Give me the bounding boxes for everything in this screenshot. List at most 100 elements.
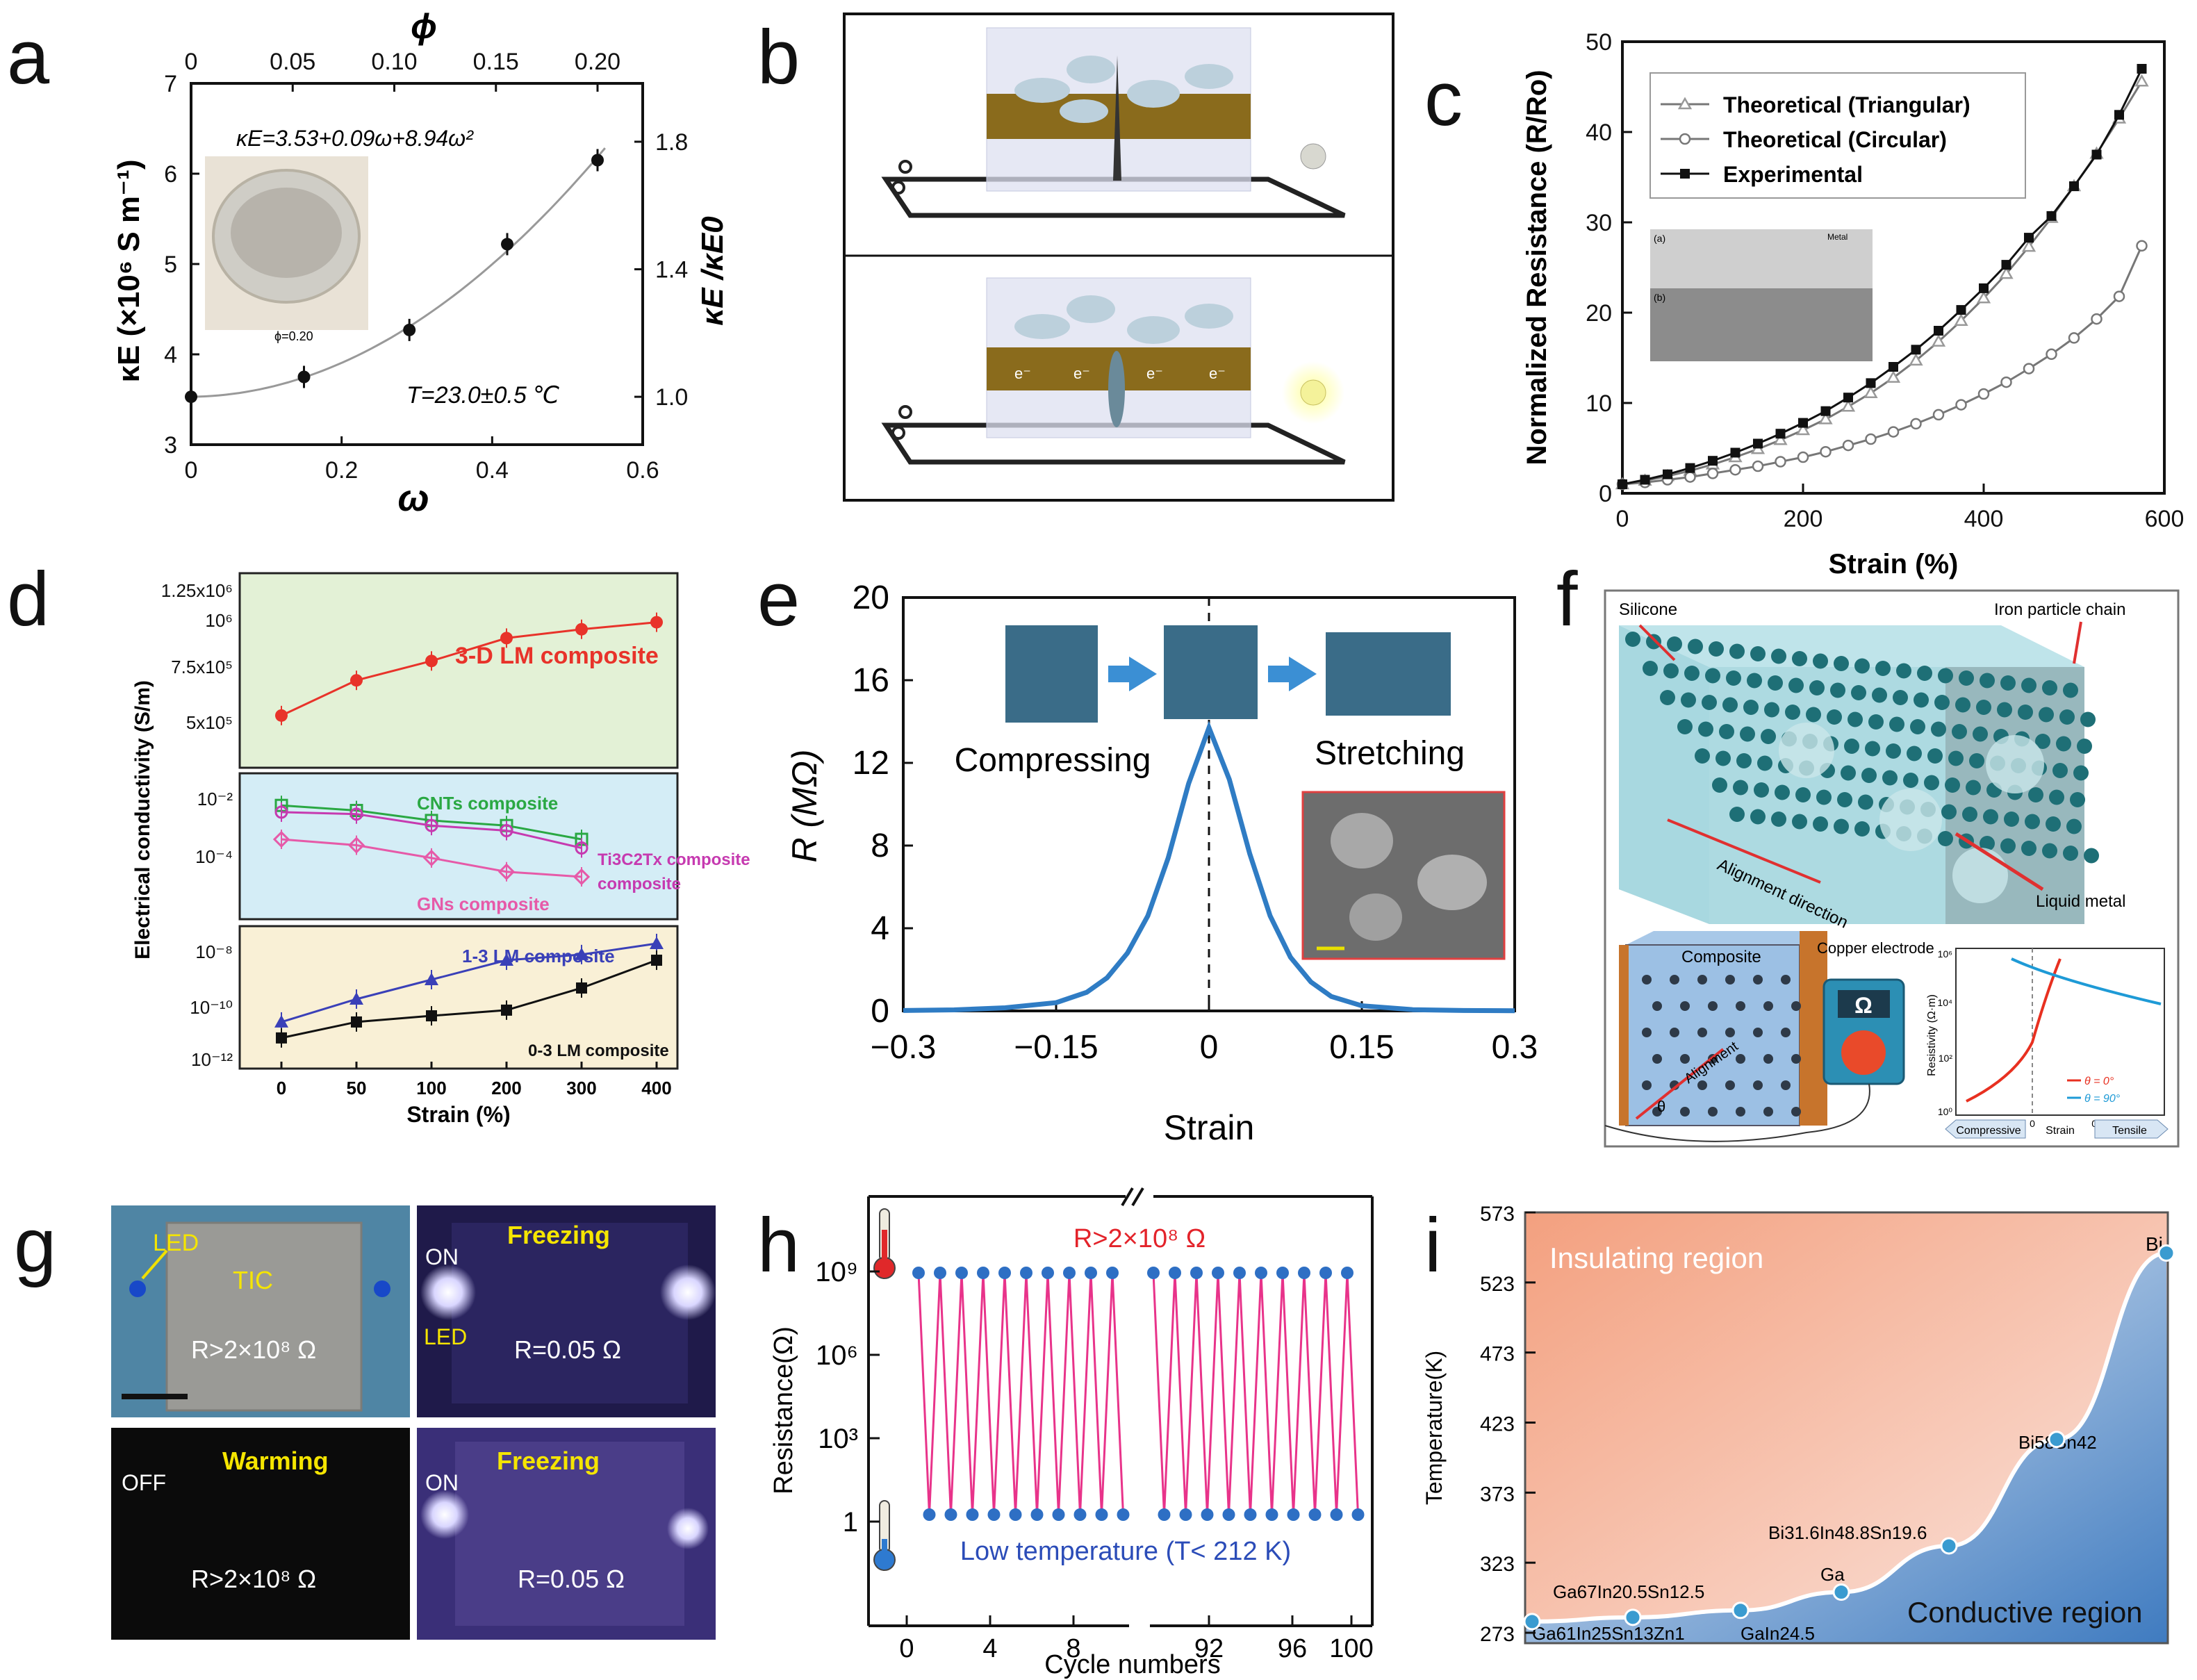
panel-f-iron-particle xyxy=(1830,682,1845,698)
panel-f-theta: θ xyxy=(1657,1098,1665,1115)
panel-d-series-3-d-lm-composite-point xyxy=(650,616,663,629)
panel-c-legend-label: Theoretical (Circular) xyxy=(1723,127,1947,152)
panel-f-cube-particle xyxy=(1670,1028,1679,1037)
panel-h-x-label: Cycle numbers xyxy=(1044,1650,1220,1679)
panel-d-x-tick-label: 400 xyxy=(641,1078,671,1098)
panel-f-iron-particle xyxy=(1910,719,1925,734)
panel-d-series-0-3-lm-composite-point xyxy=(276,1032,287,1044)
panel-i-point-label: Ga xyxy=(1820,1564,1845,1585)
panel-f-iron-particle xyxy=(1813,653,1828,669)
panel-h-cycles-left-point xyxy=(966,1508,979,1521)
panel-c-series-square-point xyxy=(1730,447,1741,458)
panel-f-iron-particle xyxy=(1643,661,1658,676)
panel-f-cube-top xyxy=(1626,931,1827,945)
panel-f-iron-particle xyxy=(2004,812,2019,827)
panel-f-inset-y-label: Resistivity (Ω·m) xyxy=(1926,994,1938,1076)
panel-d-x-tick-label: 300 xyxy=(566,1078,596,1098)
panel-c-series-circle-point xyxy=(1775,456,1786,468)
panel-b-electron: e⁻ xyxy=(1146,365,1163,382)
panel-g-led-on-icon xyxy=(420,1490,469,1539)
panel-label-d: d xyxy=(7,557,49,642)
panel-c-inset-label-a: (a) xyxy=(1654,233,1665,244)
panel-f-inset-y-tick: 10² xyxy=(1939,1053,1953,1064)
panel-c-series-triangle-point xyxy=(2021,239,2036,252)
panel-a-data-point xyxy=(297,370,311,384)
panel-b-terminal-minus xyxy=(898,405,912,419)
panel-f-cube-particle xyxy=(1763,1001,1773,1011)
panel-c-y-label: Normalized Resistance (R/Ro) xyxy=(1522,69,1552,465)
panel-f-iron-particle xyxy=(1955,697,1970,713)
panel-b-particle xyxy=(1067,295,1115,323)
panel-a-right-tick-label: 1.8 xyxy=(655,129,688,156)
panel-f-arrow-iron-chain xyxy=(2073,621,2082,664)
panel-f-iron-particle xyxy=(1875,661,1891,676)
panel-h-cycles-left-point xyxy=(1042,1267,1054,1279)
panel-d-middle-tick-label: 10⁻² xyxy=(197,789,233,809)
panel-f-arrow-silicone xyxy=(1638,624,1676,661)
panel-g-label-led: LED xyxy=(153,1230,199,1256)
panel-e-x-tick-label: −0.15 xyxy=(1014,1029,1098,1066)
panel-d-x-tick-label: 50 xyxy=(347,1078,367,1098)
panel-b-electron: e⁻ xyxy=(1014,365,1031,382)
panel-c-x-tick-label: 400 xyxy=(1964,506,2004,532)
panel-h-cycles-left-point xyxy=(1073,1508,1087,1521)
panel-f-iron-particle xyxy=(1747,673,1762,689)
panel-f-iron-particle xyxy=(1795,787,1811,802)
panel-c-series-square-point xyxy=(2137,64,2147,74)
panel-d-lower-tick-label: 10⁻¹² xyxy=(191,1049,233,1070)
panel-c-series-square-point xyxy=(1956,305,1966,315)
panel-f-cube-particle xyxy=(1763,1107,1773,1117)
panel-b-crack xyxy=(1113,56,1121,181)
panel-f-iron-particle xyxy=(2039,707,2054,723)
panel-c-series-square-point xyxy=(1843,393,1853,403)
panel-h-cycles-left-point xyxy=(912,1267,925,1279)
panel-f-cube-particle xyxy=(1781,975,1791,985)
panel-b-top-schematic xyxy=(881,27,1346,218)
panel-f-iron-particle xyxy=(1726,670,1741,686)
panel-label-b: b xyxy=(757,15,800,100)
panel-f-iron-particle xyxy=(1660,690,1675,705)
panel-f-cube-particle xyxy=(1708,1107,1718,1117)
panel-d-middle-band xyxy=(240,773,677,919)
panel-h-cycles-right-point xyxy=(1233,1267,1246,1279)
panel-d-lower-tick-label: 10⁻¹⁰ xyxy=(190,997,233,1018)
panel-g-led-on-icon xyxy=(667,1508,709,1549)
panel-d-upper-band xyxy=(240,573,677,768)
panel-c-series-square-point xyxy=(2091,149,2102,160)
panel-a-inset-label: ϕ=0.20 xyxy=(274,329,313,343)
panel-f-iron-particle xyxy=(1983,809,1998,825)
panel-h-cycles-left-point xyxy=(1052,1508,1065,1521)
panel-f-cube-particle xyxy=(1680,1054,1690,1064)
panel-g-label-on-2: ON xyxy=(425,1470,459,1495)
panel-f-iron-particle xyxy=(1948,750,1964,766)
panel-g-sample-4 xyxy=(455,1442,684,1626)
panel-f-iron-particle xyxy=(2046,816,2061,832)
panel-g-label-on: ON xyxy=(425,1244,459,1269)
panel-d-lower-tick-label: 10⁻⁸ xyxy=(195,941,233,962)
panel-f-iron-particle xyxy=(1764,702,1779,718)
panel-f-iron-particle xyxy=(1868,714,1884,730)
panel-c-series-square-point xyxy=(1820,406,1831,416)
panel-g-led-on-icon xyxy=(420,1265,476,1320)
panel-d-y-label: Electrical conductivity (S/m) xyxy=(131,680,154,960)
panel-c-y-tick-label: 30 xyxy=(1586,210,1612,236)
panel-e-arrow-right-icon xyxy=(1268,657,1317,691)
panel-i-y-tick-label: 423 xyxy=(1480,1413,1515,1436)
panel-f-cube-particle xyxy=(1736,1107,1745,1117)
panel-a-y-tick-label: 7 xyxy=(164,71,177,97)
panel-f-iron-particle xyxy=(2049,789,2064,805)
panel-b-particle xyxy=(1060,99,1108,123)
panel-h-cycles-left-point xyxy=(1117,1508,1130,1521)
panel-d-series-3-d-lm-composite-point xyxy=(425,654,438,668)
panel-h-x-tick-label: 0 xyxy=(899,1634,914,1663)
panel-f-cube-particle xyxy=(1736,1054,1745,1064)
panel-g-resistance-1: R>2×10⁸ Ω xyxy=(191,1335,316,1364)
panel-d-series-3-d-lm-composite-point xyxy=(350,674,363,687)
panel-i-boundary-curve xyxy=(1531,1251,2167,1624)
panel-c-series-circle-point xyxy=(2023,363,2035,374)
panel-label-f: f xyxy=(1556,557,1578,642)
panel-d-x-tick-label: 200 xyxy=(491,1078,521,1098)
panel-i-data-point xyxy=(2157,1244,2175,1262)
panel-b-particle xyxy=(1014,314,1070,339)
panel-c-legend-marker xyxy=(1677,97,1693,110)
